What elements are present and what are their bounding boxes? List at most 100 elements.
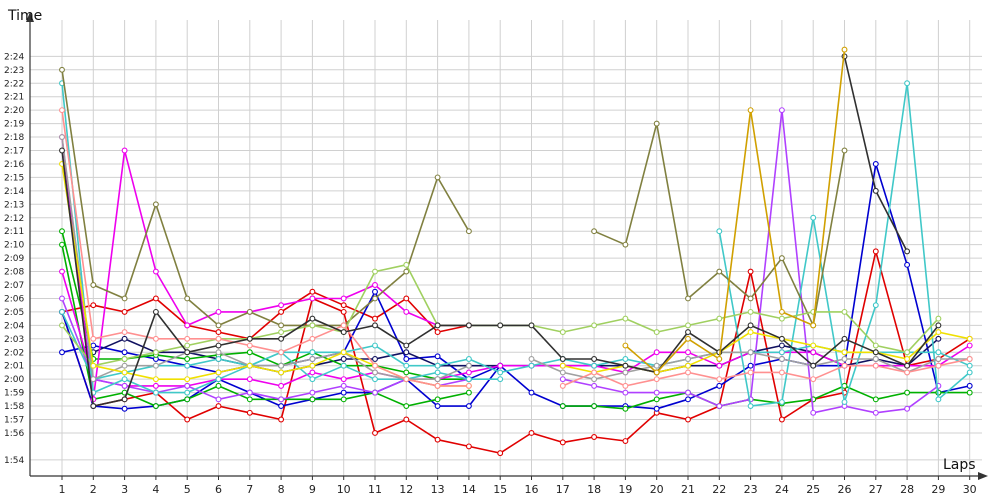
data-point [59, 349, 65, 356]
data-point [653, 349, 660, 356]
data-point [841, 349, 848, 356]
y-tick-label: 2:22 [4, 79, 24, 89]
series-line [59, 147, 942, 410]
data-point [215, 382, 222, 389]
data-point [778, 335, 785, 342]
series-path [61, 163, 970, 410]
data-point [747, 329, 754, 336]
series-path [61, 250, 971, 454]
data-point [622, 438, 629, 444]
series-path [61, 244, 970, 410]
data-point [653, 369, 660, 376]
data-point [465, 362, 472, 369]
data-point [121, 335, 128, 342]
data-point [872, 342, 879, 349]
data-point [184, 362, 191, 369]
data-point [246, 362, 253, 369]
data-point [278, 369, 285, 376]
data-point [434, 369, 441, 376]
y-tick-label: 2:12 [4, 214, 24, 224]
data-point [121, 396, 128, 403]
x-tick-label: 3 [121, 483, 128, 496]
data-point [747, 403, 754, 410]
data-point [841, 356, 848, 362]
series-path [61, 110, 970, 387]
x-tick-label: 9 [309, 483, 316, 496]
data-point [622, 342, 629, 349]
data-point [685, 369, 691, 376]
data-point [528, 362, 535, 369]
data-point [372, 342, 378, 349]
data-point [810, 342, 817, 349]
series-path [61, 69, 470, 327]
data-point [904, 248, 911, 255]
data-point [309, 362, 316, 369]
data-point [904, 349, 911, 356]
data-point [685, 335, 691, 342]
data-point [184, 295, 191, 302]
data-point [622, 356, 629, 362]
data-point [716, 228, 723, 235]
x-tick-label: 11 [368, 483, 382, 496]
data-point [309, 369, 316, 376]
data-point [622, 315, 629, 322]
data-point [716, 356, 723, 362]
data-point [278, 396, 285, 403]
x-tick-label: 24 [775, 483, 789, 496]
data-point [497, 450, 504, 457]
series-line [622, 46, 848, 376]
data-point [841, 335, 848, 342]
data-point [121, 382, 128, 389]
data-point [747, 362, 754, 369]
data-point [685, 329, 691, 336]
data-point [465, 228, 472, 235]
data-point [121, 308, 128, 315]
data-point [778, 107, 785, 114]
data-point [559, 382, 566, 389]
data-point [434, 329, 441, 336]
data-point [184, 356, 191, 362]
data-point [778, 255, 785, 262]
data-point [121, 349, 128, 356]
data-point [121, 405, 128, 412]
data-point [152, 335, 159, 342]
data-point [747, 107, 754, 114]
data-point [559, 356, 566, 362]
y-tick-label: 2:13 [4, 200, 24, 210]
data-point [278, 322, 285, 329]
data-point [810, 409, 817, 416]
data-point [340, 295, 347, 302]
data-point [340, 396, 347, 403]
data-point [90, 302, 97, 309]
data-point [716, 403, 723, 410]
data-point [59, 268, 65, 275]
y-tick-label: 1:56 [4, 429, 24, 439]
x-tick-label: 16 [525, 483, 539, 496]
data-point [278, 349, 285, 356]
data-point [403, 356, 410, 362]
data-point [653, 396, 660, 403]
x-tick-label: 22 [712, 483, 726, 496]
data-point [246, 349, 253, 356]
y-tick-label: 2:11 [4, 227, 24, 237]
data-point [152, 403, 159, 410]
data-point [872, 362, 879, 369]
x-axis-arrow [978, 472, 988, 480]
data-point [591, 434, 598, 440]
data-point [246, 342, 253, 349]
data-point [778, 315, 785, 322]
y-axis-arrow [26, 12, 34, 22]
x-tick-label: 20 [650, 483, 664, 496]
data-point [184, 396, 191, 403]
series-path [624, 49, 846, 374]
data-point [872, 248, 879, 255]
data-point [121, 362, 128, 369]
series-line [59, 134, 472, 403]
data-point [309, 376, 316, 383]
data-point [622, 362, 629, 369]
data-point [841, 46, 848, 53]
y-tick-label: 2:02 [4, 348, 24, 358]
data-point [591, 228, 598, 235]
x-tick-label: 15 [493, 483, 507, 496]
